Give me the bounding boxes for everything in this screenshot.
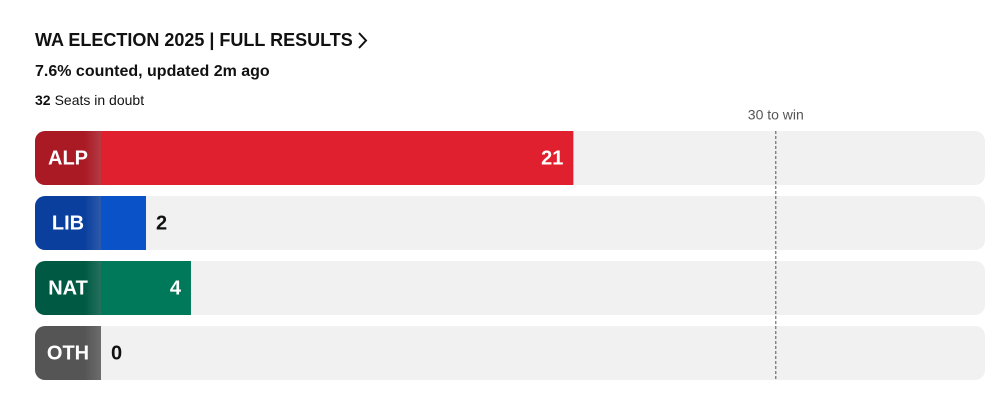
bar — [101, 196, 146, 250]
track — [35, 196, 985, 250]
value-label: 4 — [170, 277, 182, 299]
track — [35, 326, 985, 380]
track — [35, 261, 985, 315]
party-label-box — [35, 131, 101, 185]
seats-in-doubt: 32 Seats in doubt — [35, 92, 144, 108]
party-label: NAT — [48, 277, 88, 299]
party-label: OTH — [47, 342, 89, 364]
seats-in-doubt-label: Seats in doubt — [55, 92, 145, 108]
value-label: 0 — [111, 342, 122, 364]
chevron[interactable] — [358, 32, 368, 49]
party-label-box — [35, 326, 101, 380]
bar — [101, 131, 574, 185]
value-label: 21 — [541, 147, 563, 169]
chart-title: WA ELECTION 2025 | FULL RESULTS — [35, 30, 353, 50]
seats-in-doubt-value: 32 — [35, 92, 51, 108]
party-label-box — [35, 196, 101, 250]
bar — [101, 261, 191, 315]
threshold-label: 30 to win — [748, 107, 804, 123]
party-label: LIB — [52, 212, 84, 234]
subtitle: 7.6% counted, updated 2m ago — [35, 63, 270, 80]
party-label: ALP — [48, 147, 88, 169]
party-label-box — [35, 261, 101, 315]
value-label: 2 — [156, 212, 167, 234]
